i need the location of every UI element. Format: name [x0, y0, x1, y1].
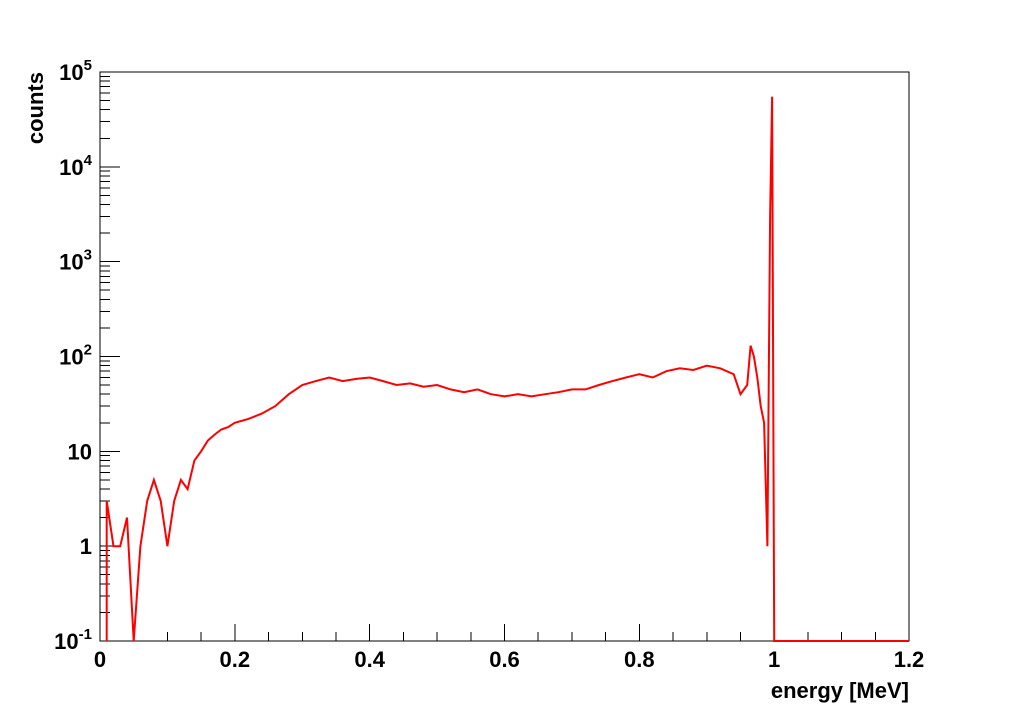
x-tick-label: 0	[94, 647, 106, 672]
y-tick-label: 104	[59, 152, 92, 180]
y-tick-label: 103	[59, 247, 92, 275]
x-axis-title: energy [MeV]	[771, 678, 909, 703]
major-ticks	[99, 71, 910, 642]
x-tick-label: 1	[768, 647, 780, 672]
y-tick-label: 10-1	[54, 626, 92, 654]
y-tick-label: 102	[59, 342, 92, 370]
x-tick-label: 0.6	[489, 647, 520, 672]
x-tick-labels: 0 0.2 0.4 0.6 0.8 1 1.2	[94, 647, 924, 672]
minor-ticks	[100, 75, 876, 641]
y-tick-label: 10	[68, 439, 92, 464]
x-tick-label: 1.2	[894, 647, 925, 672]
x-tick-label: 0.2	[220, 647, 251, 672]
plot-frame	[99, 71, 910, 642]
y-axis-title: counts	[23, 72, 48, 144]
series-line	[105, 96, 909, 642]
x-tick-label: 0.4	[354, 647, 385, 672]
y-tick-labels: 10-1 1 10 102 103 104 105	[54, 57, 92, 654]
y-tick-label: 105	[59, 57, 92, 85]
y-tick-label: 1	[80, 534, 92, 559]
x-tick-label: 0.8	[624, 647, 655, 672]
